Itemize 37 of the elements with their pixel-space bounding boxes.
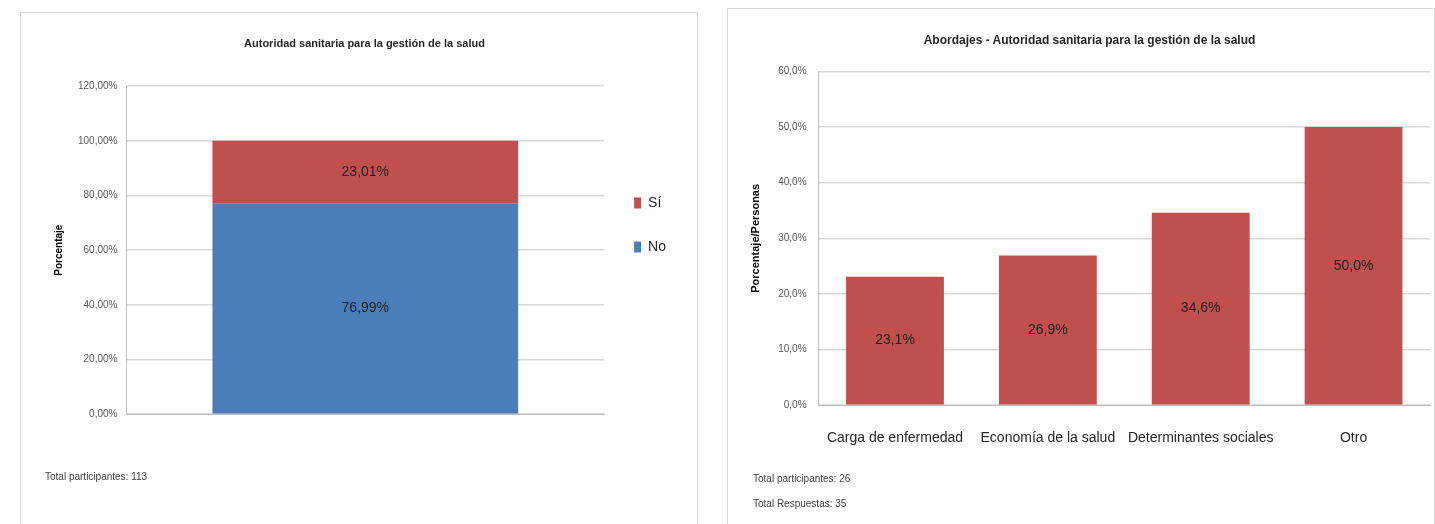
text: Total participantes: 26 (753, 473, 851, 485)
y-tick-label: 20,00% (83, 353, 118, 365)
y-tick-label: 50,0% (778, 120, 807, 132)
y-tick-label: 30,0% (778, 232, 807, 244)
y-tick-label: 0,0% (783, 398, 807, 410)
y-tick-label: 60,00% (83, 243, 118, 255)
data-label: 26,9% (1027, 320, 1068, 337)
x-tick-label: Determinantes sociales (1127, 429, 1274, 446)
text: Total participantes: 113 (45, 471, 148, 483)
y-axis-title: Porcentaje (52, 224, 64, 276)
data-label: 76,99% (341, 299, 390, 316)
y-tick-label: 40,0% (778, 176, 807, 188)
chart-title: Autoridad sanitaria para la gestión de la salud (244, 36, 485, 49)
legend-label: Sí (648, 193, 662, 210)
bar (846, 276, 944, 405)
y-tick-label: 40,00% (83, 298, 118, 310)
y-tick-label: 60,0% (778, 65, 807, 77)
data-label: 23,01% (341, 163, 390, 180)
y-tick-label: 20,0% (778, 287, 807, 299)
y-tick-label: 10,0% (778, 343, 807, 355)
bar (1304, 127, 1403, 405)
bar (998, 255, 1097, 405)
data-label: 50,0% (1333, 256, 1374, 273)
data-label: 34,6% (1180, 299, 1221, 316)
y-axis-title: Porcentaje/Personas (748, 183, 761, 293)
y-tick-label: 120,00% (77, 79, 118, 91)
y-tick-label: 100,00% (77, 134, 118, 146)
bar (1151, 212, 1250, 405)
y-tick-label: 0,00% (89, 407, 118, 419)
x-tick-label: Carga de enfermedad (826, 429, 964, 446)
x-tick-label: Otro (1339, 429, 1368, 446)
legend-label: No (648, 237, 667, 254)
chart-title: Abordajes - Autoridad sanitaria para la gestión de la salud (923, 32, 1256, 47)
y-tick-label: 80,00% (83, 189, 118, 201)
x-tick-label: Economía de la salud (980, 429, 1116, 446)
data-label: 23,1% (875, 331, 915, 348)
text: Total Respuestas: 35 (753, 498, 847, 510)
